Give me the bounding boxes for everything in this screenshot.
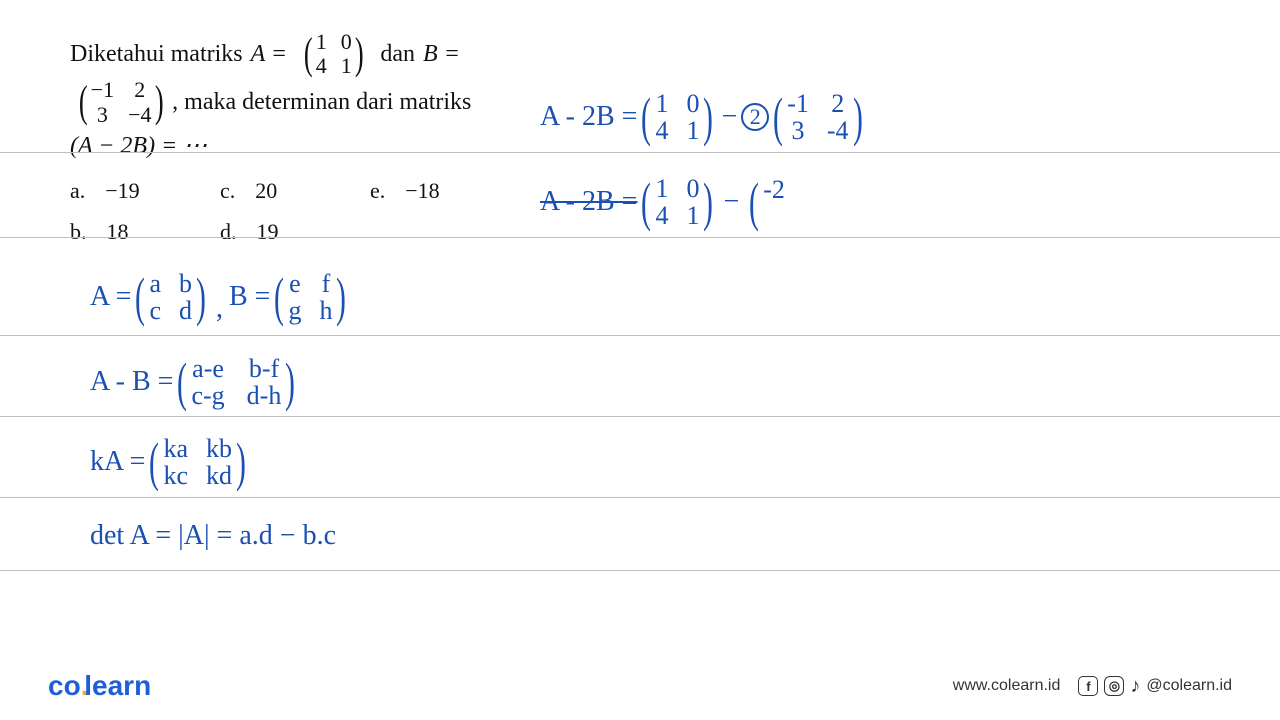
mat-cell: 1	[655, 90, 668, 117]
hw-lhs: A - 2B =	[540, 101, 637, 133]
hw-generic-AB: A = ( a b c d ) , B = ( e f g h )	[90, 270, 350, 325]
mat-cell: kc	[163, 462, 188, 489]
mat-cell: −1	[91, 78, 114, 102]
mat-cell: 1	[316, 30, 327, 54]
hw-determinant: det A = |A| = a.d − b.c	[90, 520, 336, 552]
footer: co. learn www.colearn.id f ◎ ♪ @colearn.…	[0, 670, 1280, 702]
option-b: b. 18	[70, 214, 220, 249]
mat-cell: 2	[128, 78, 151, 102]
opt-value: 20	[255, 173, 277, 208]
hw-step1: A - 2B = ( 1 0 4 1 ) − 2 ( -1 2 3 -4 )	[540, 90, 867, 145]
hw-B-eq: B =	[229, 281, 270, 313]
matrix-B: ( −1 2 3 −4 )	[76, 78, 166, 126]
mat-cell: 0	[686, 90, 699, 117]
opt-label: c.	[220, 173, 235, 208]
mat-cell: h	[319, 297, 332, 324]
mat-cell: 1	[686, 202, 699, 229]
matrix-B-label: B =	[423, 35, 460, 73]
partial-cell: -2	[763, 175, 805, 205]
option-e: e. −18	[370, 173, 520, 208]
mat-cell: −4	[128, 103, 151, 127]
mat-cell: b-f	[247, 355, 282, 382]
rule-line	[0, 416, 1280, 417]
mat-cell: -1	[787, 90, 809, 117]
mat-cell: d-h	[247, 382, 282, 409]
opt-value: −18	[405, 173, 439, 208]
hw-lhs: kA =	[90, 446, 145, 478]
circled-scalar: 2	[741, 103, 769, 131]
page: Diketahui matriks A = ( 1 0 4 1 ) dan B …	[0, 0, 1280, 720]
mat-cell: 1	[686, 117, 699, 144]
instagram-icon: ◎	[1104, 676, 1124, 696]
logo-co: co	[48, 670, 81, 701]
mat-cell: 4	[655, 202, 668, 229]
answer-options: a. −19 c. 20 e. −18 b. 18 d. 19	[70, 173, 510, 249]
problem-dan: dan	[380, 35, 415, 73]
matrix-A-label: A =	[251, 35, 287, 73]
mat-cell: c-g	[191, 382, 224, 409]
mat-cell: e	[288, 270, 301, 297]
tiktok-icon: ♪	[1130, 675, 1140, 698]
comma: ,	[216, 293, 223, 325]
mat-cell: ka	[163, 435, 188, 462]
mat-cell: kd	[206, 462, 232, 489]
mat-cell: 3	[787, 117, 809, 144]
problem-maka: , maka determinan dari matriks	[172, 83, 471, 121]
opt-label: d.	[220, 214, 237, 249]
mat-cell: kb	[206, 435, 232, 462]
minus-sign: −	[721, 101, 737, 133]
mat-cell: a	[149, 270, 161, 297]
mat-cell: a-e	[191, 355, 224, 382]
mat-cell: 0	[341, 30, 352, 54]
opt-value: 19	[257, 214, 279, 249]
opt-label: b.	[70, 214, 87, 249]
option-a: a. −19	[70, 173, 220, 208]
problem-pretext: Diketahui matriks	[70, 35, 243, 73]
option-d: d. 19	[220, 214, 370, 249]
facebook-icon: f	[1078, 676, 1098, 696]
option-c: c. 20	[220, 173, 370, 208]
rule-line	[0, 497, 1280, 498]
hw-A-eq: A =	[90, 281, 131, 313]
hw-step2-struck: A - 2B = ( 1 0 4 1 ) − ( -2	[540, 175, 805, 230]
mat-cell: 4	[655, 117, 668, 144]
opt-value: −19	[105, 173, 139, 208]
footer-handle: @colearn.id	[1146, 677, 1232, 695]
mat-cell: 4	[316, 54, 327, 78]
mat-cell: c	[149, 297, 161, 324]
social-icons: f ◎ ♪ @colearn.id	[1078, 675, 1232, 698]
opt-value: 18	[107, 214, 129, 249]
problem-expression: (A − 2B) = ⋯	[70, 127, 510, 165]
mat-cell: 1	[341, 54, 352, 78]
mat-cell: d	[179, 297, 192, 324]
opt-label: a.	[70, 173, 85, 208]
hw-scalar-mult: kA = ( ka kb kc kd )	[90, 435, 250, 490]
matrix-A: ( 1 0 4 1 )	[301, 30, 366, 78]
hw-subtraction: A - B = ( a-e b-f c-g d-h )	[90, 355, 299, 410]
mat-cell: 2	[827, 90, 849, 117]
rule-line	[0, 570, 1280, 571]
mat-cell: -4	[827, 117, 849, 144]
mat-cell: 1	[655, 175, 668, 202]
logo-learn: learn	[84, 670, 151, 701]
mat-cell: 0	[686, 175, 699, 202]
hw-lhs: A - B =	[90, 366, 173, 398]
mat-cell: b	[179, 270, 192, 297]
mat-cell: 3	[91, 103, 114, 127]
minus-sign: −	[723, 186, 739, 218]
footer-right: www.colearn.id f ◎ ♪ @colearn.id	[953, 675, 1232, 698]
rule-line	[0, 152, 1280, 153]
rule-line	[0, 335, 1280, 336]
mat-cell: g	[288, 297, 301, 324]
colearn-logo: co. learn	[48, 670, 151, 702]
footer-url: www.colearn.id	[953, 677, 1061, 695]
mat-cell: f	[319, 270, 332, 297]
hw-lhs-struck: A - 2B =	[540, 186, 637, 218]
opt-label: e.	[370, 173, 385, 208]
rule-line	[0, 237, 1280, 238]
problem-text: Diketahui matriks A = ( 1 0 4 1 ) dan B …	[70, 30, 510, 250]
